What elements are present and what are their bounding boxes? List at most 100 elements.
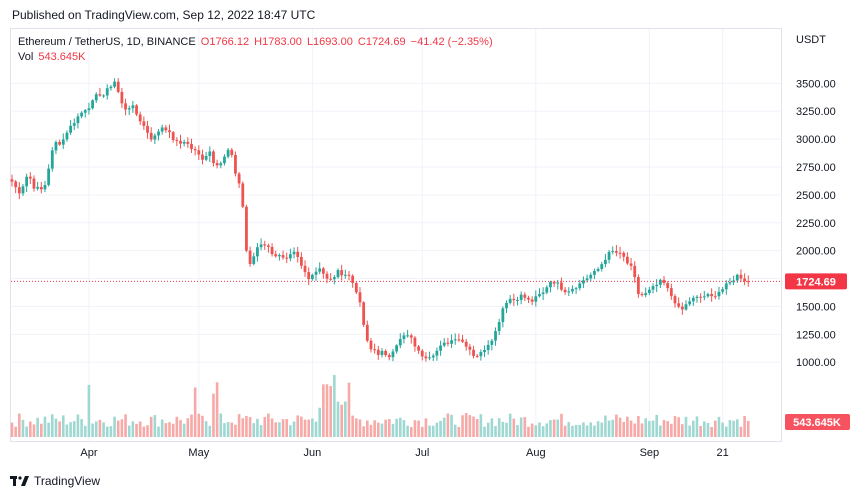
candle-body (604, 259, 607, 265)
volume-bar (289, 425, 292, 437)
footer-brand[interactable]: TradingView (10, 474, 100, 488)
volume-bar (10, 422, 14, 437)
candle-body (519, 294, 523, 300)
candle-body (186, 141, 190, 144)
candle-body (91, 100, 94, 109)
candle-body (420, 350, 424, 357)
candle-body (527, 297, 530, 300)
volume-bar (560, 413, 563, 437)
volume-bar (402, 420, 406, 437)
volume-bar (14, 426, 17, 437)
volume-bar (633, 423, 637, 437)
volume-bar (724, 426, 728, 437)
candle-body (76, 116, 80, 124)
volume-bar (512, 418, 516, 437)
volume-bar (366, 420, 369, 437)
volume-bar (486, 422, 490, 437)
last-volume-badge (785, 414, 850, 430)
volume-bar (644, 418, 647, 437)
volume-bar (149, 416, 153, 437)
volume-bar (703, 421, 706, 437)
volume-bar (439, 420, 442, 437)
candle-body (439, 345, 442, 351)
candle-body (691, 297, 695, 302)
candle-body (149, 132, 153, 140)
last-price-label: 1724.69 (796, 276, 836, 288)
candle-body (259, 244, 263, 248)
candle-body (483, 350, 486, 353)
volume-bar (281, 419, 285, 437)
volume-bar (541, 426, 545, 437)
volume-bar (398, 417, 402, 437)
candle-body (428, 357, 431, 359)
candle-body (226, 149, 230, 157)
candle-body (567, 291, 571, 293)
candle-body (105, 88, 109, 96)
candle-body (234, 155, 237, 174)
candle-body (193, 149, 197, 151)
volume-bar (347, 382, 351, 437)
volume-bar (113, 416, 116, 437)
candle-body (655, 284, 659, 287)
y-tick-label: 3500.00 (796, 78, 836, 90)
volume-bar (215, 382, 219, 437)
candle-body (285, 257, 289, 259)
y-tick-label: 1250.00 (796, 329, 836, 341)
candle-body (299, 256, 303, 266)
candle-body (508, 298, 512, 303)
candle-body (332, 277, 336, 280)
volume-bar (589, 422, 593, 437)
candle-body (629, 263, 633, 266)
volume-bar (563, 425, 567, 437)
candle-body (358, 292, 362, 303)
volume-bar (274, 422, 278, 437)
candle-body (215, 163, 219, 166)
candle-body (607, 251, 611, 260)
candle-body (369, 340, 373, 350)
volume-bar (527, 426, 530, 437)
volume-bar (651, 420, 655, 437)
candle-body (417, 346, 420, 351)
volume-bar (695, 416, 699, 437)
candle-body (585, 278, 589, 281)
candle-body (87, 108, 91, 111)
candle-body (343, 274, 347, 276)
candle-body (223, 156, 226, 164)
candle-body (146, 125, 149, 133)
volume-bar (94, 421, 98, 437)
volume-bar (314, 421, 318, 437)
candle-body (464, 341, 468, 347)
candle-body (677, 303, 681, 307)
candle-body (534, 296, 538, 302)
candle-body (549, 281, 552, 288)
volume-bar (83, 425, 87, 437)
y-tick-label: 2500.00 (796, 190, 836, 202)
volume-bar (164, 423, 168, 437)
candle-body (560, 282, 563, 290)
volume-bar (380, 423, 384, 437)
volume-bar (692, 420, 695, 437)
volume-bar (248, 417, 252, 437)
symbol-title[interactable]: Ethereum / TetherUS, 1D, BINANCE (18, 36, 196, 48)
volume-bar (179, 420, 182, 437)
volume-bar (387, 419, 391, 437)
volume-bar (259, 425, 263, 437)
volume-bar (50, 414, 54, 437)
candle-body (384, 350, 388, 356)
candle-body (314, 271, 318, 275)
candle-body (735, 274, 739, 281)
volume-bar (322, 384, 325, 437)
volume-bar (263, 417, 267, 437)
volume-bar (175, 416, 179, 437)
volume-bar (230, 422, 234, 437)
candle-body (706, 294, 710, 297)
candle-body (446, 342, 450, 344)
volume-bar (655, 414, 658, 437)
volume-bar (311, 418, 314, 437)
volume-bar (596, 421, 600, 437)
candle-body (274, 254, 278, 257)
candle-body (472, 349, 475, 356)
volume-bar (413, 420, 417, 437)
volume-bar (604, 415, 607, 437)
